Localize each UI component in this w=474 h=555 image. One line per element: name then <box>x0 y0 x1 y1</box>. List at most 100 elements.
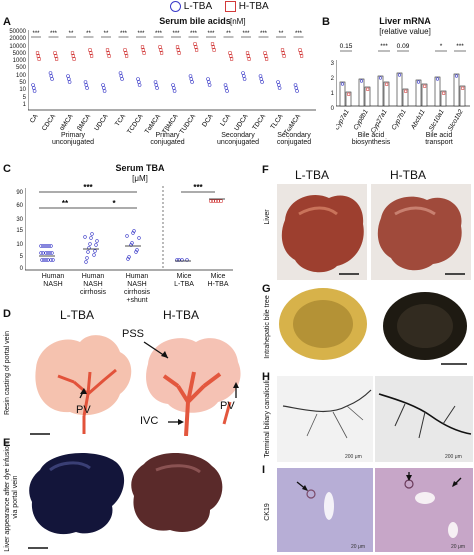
significance-marker: ** <box>62 199 69 208</box>
low-tba-point <box>340 82 345 86</box>
panel-f-right-title: H-TBA <box>390 168 426 182</box>
significance-marker: *** <box>242 31 250 37</box>
low-tba-point <box>295 89 299 93</box>
high-tba-point <box>107 54 111 58</box>
significance-marker: *** <box>456 43 464 50</box>
low-tba-point <box>50 77 54 81</box>
ytick: 0 <box>330 106 334 112</box>
data-point <box>90 232 94 236</box>
data-point <box>44 258 48 262</box>
group-line1: Bile acid <box>425 132 453 139</box>
data-point <box>126 257 130 261</box>
group-line1: Secondary <box>221 132 255 139</box>
ytick: 15 <box>16 228 23 234</box>
significance-marker: ** <box>279 31 284 37</box>
panel-d-pv-left-label: PV <box>76 404 91 416</box>
low-tba-point <box>277 86 282 90</box>
panel-f-photo-left <box>277 184 367 280</box>
data-point <box>41 244 45 248</box>
group-line1: Human <box>41 273 65 280</box>
ytick: 5000 <box>12 50 26 57</box>
data-point <box>45 244 49 248</box>
panel-f-left-title: L-TBA <box>295 168 330 182</box>
ytick: 100 <box>15 72 26 79</box>
low-tba-point <box>294 86 299 90</box>
high-tba-point <box>125 54 129 58</box>
data-point <box>93 249 97 253</box>
panel-b-yticks: 3 2 1 0 <box>326 57 334 117</box>
significance-marker: ** <box>226 31 231 37</box>
panel-c-plot: ***** **** <box>25 183 233 271</box>
low-tba-point <box>190 80 194 84</box>
panel-f-side-label: Liver <box>264 209 271 225</box>
ytick: 0 <box>19 266 23 272</box>
low-tba-point <box>66 74 70 78</box>
group-line3: cirrhosis <box>123 289 151 296</box>
group-line3: cirrhosis <box>79 289 107 296</box>
panel-f-photo-right <box>371 184 471 280</box>
panel-d-side-label: Resin casting of portal vein <box>4 330 11 416</box>
legend-low-marker <box>170 1 181 12</box>
data-point <box>43 244 47 248</box>
acid-label: αMCA <box>58 113 75 132</box>
significance-marker: *** <box>120 31 128 37</box>
low-tba-point <box>119 74 124 78</box>
panel-a-title: Serum bile acids <box>159 16 231 26</box>
legend: L-TBA H-TBA <box>170 1 269 12</box>
high-tba-point <box>88 48 92 52</box>
data-point <box>85 256 89 260</box>
significance-marker: * <box>112 199 116 208</box>
ytick: 1 <box>330 91 334 97</box>
high-tba-point <box>71 54 75 58</box>
group-line1: Bile acid <box>357 132 385 139</box>
group-line2: L-TBA <box>174 281 194 288</box>
ytick: 2 <box>330 76 334 82</box>
panel-b-title: Liver mRNA <box>379 16 431 26</box>
scale-label: 200 μm <box>345 454 362 460</box>
panel-a-yticks: 50000 20000 10000 5000 1000 500 100 50 1… <box>0 29 26 109</box>
canaliculi-left-image: 200 μm <box>282 389 372 460</box>
low-tba-point <box>154 83 159 87</box>
high-tba-point <box>299 54 304 58</box>
data-point <box>134 250 138 254</box>
low-tba-point <box>258 74 263 78</box>
ytick: 60 <box>16 203 23 209</box>
high-tba-bar <box>364 86 371 107</box>
high-tba-point <box>265 57 269 61</box>
panel-c-unit: [μM] <box>132 174 148 183</box>
group-line2: transport <box>425 139 453 146</box>
low-tba-point <box>223 83 228 87</box>
ytick: 5 <box>19 254 23 260</box>
data-point <box>95 239 99 243</box>
high-tba-point <box>175 45 180 49</box>
high-tba-point <box>282 54 286 58</box>
significance-marker: *** <box>155 31 163 37</box>
data-point <box>92 253 96 257</box>
high-tba-point <box>211 199 215 203</box>
significance-marker: *** <box>32 31 40 37</box>
significance-marker: *** <box>193 183 203 192</box>
panel-h-side-label: Terminal biliary canaliculi <box>264 380 271 458</box>
high-tba-point <box>264 54 268 58</box>
group-label: Bile acid biosynthesis <box>336 132 406 146</box>
low-tba-point <box>277 83 281 87</box>
low-tba-point <box>118 71 123 75</box>
high-tba-point <box>159 48 163 52</box>
low-tba-point <box>378 76 383 80</box>
gene-label: Abcb11 <box>409 108 427 131</box>
ytick: 90 <box>16 190 23 196</box>
ytick: 50 <box>19 80 26 87</box>
panel-d-pss-label: PSS <box>122 328 145 340</box>
group-label: Primary unconjugated <box>38 132 108 146</box>
high-tba-point <box>124 51 128 55</box>
low-tba-point <box>454 74 459 78</box>
low-tba-bar <box>453 73 460 107</box>
group-line1: Mice <box>176 273 192 280</box>
significance-marker: ** <box>104 31 109 37</box>
high-tba-point <box>247 57 251 61</box>
low-tba-bar <box>415 79 422 107</box>
group-line1: Human <box>125 273 149 280</box>
high-tba-point <box>177 51 181 55</box>
data-point <box>125 234 129 238</box>
low-tba-point <box>32 89 37 93</box>
